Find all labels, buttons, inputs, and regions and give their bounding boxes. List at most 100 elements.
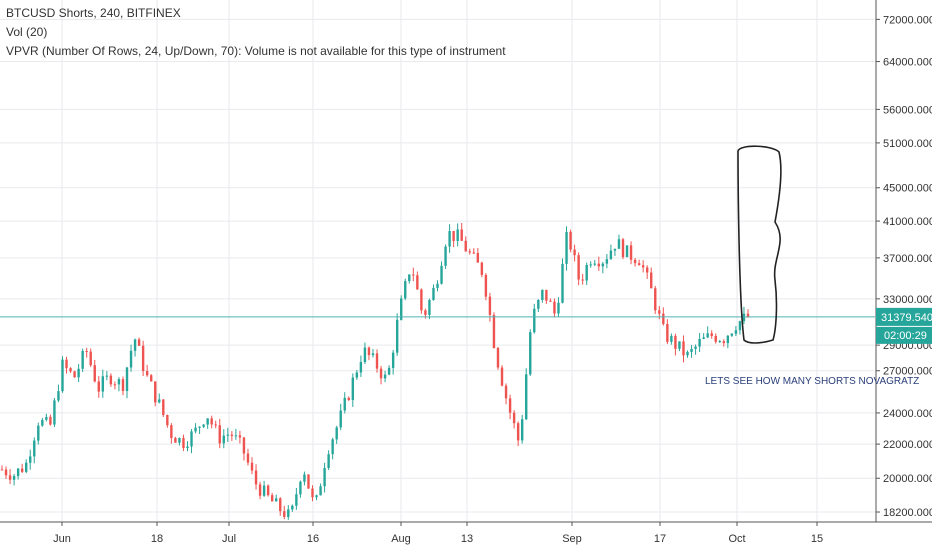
candle-body xyxy=(117,379,121,385)
candle-body xyxy=(355,372,359,378)
text-annotation[interactable]: LETS SEE HOW MANY SHORTS NOVAGRATZ xyxy=(705,376,919,387)
candle-body xyxy=(436,283,439,288)
x-tick-label: 13 xyxy=(461,533,473,545)
candle-body xyxy=(734,330,738,334)
candle-body xyxy=(593,263,596,265)
candle-body xyxy=(508,398,512,413)
candle-body xyxy=(53,400,56,425)
hand-drawn-bracket[interactable] xyxy=(737,145,782,344)
candle-body xyxy=(202,424,205,427)
candle-body xyxy=(432,287,435,301)
candle-body xyxy=(553,301,556,314)
candle-body xyxy=(81,350,84,369)
x-tick-label: 15 xyxy=(811,533,823,545)
candle-body xyxy=(383,374,387,379)
candle-body xyxy=(533,308,536,333)
candle-body xyxy=(666,323,669,342)
candle-body xyxy=(621,239,625,258)
candle-body xyxy=(29,456,32,463)
candle-body xyxy=(379,368,383,379)
candle-body xyxy=(408,274,411,282)
candle-body xyxy=(456,229,459,241)
price-axis[interactable]: 72000.0000 64000.0000 56000.0000 51000.0000… xyxy=(875,0,932,522)
candle-body xyxy=(746,313,750,317)
candle-body xyxy=(295,494,298,506)
x-tick-label: 18 xyxy=(151,533,163,545)
candle-body xyxy=(145,371,149,376)
y-tick-label: 64000.0000 xyxy=(883,57,932,69)
candle-body xyxy=(573,249,576,256)
candle-body xyxy=(561,263,564,303)
candle-body xyxy=(480,262,484,275)
candle-body xyxy=(339,410,342,428)
candle-body xyxy=(569,231,572,250)
candle-body xyxy=(141,345,145,372)
candle-body xyxy=(4,469,8,476)
candle-body xyxy=(279,498,282,512)
x-tick-label: 16 xyxy=(307,533,319,545)
candle-body xyxy=(682,341,685,356)
candle-body xyxy=(359,362,363,373)
candle-body xyxy=(609,250,613,260)
candle-body xyxy=(516,423,520,441)
countdown-tag-bg xyxy=(876,326,932,344)
candle-body xyxy=(678,341,681,349)
candle-body xyxy=(698,338,701,347)
candle-body xyxy=(520,419,524,441)
candle-body xyxy=(670,335,673,342)
candle-body xyxy=(0,469,4,471)
candle-body xyxy=(182,438,185,449)
candle-body xyxy=(504,385,508,399)
candle-body xyxy=(303,474,306,482)
candle-body xyxy=(629,245,633,260)
volume-legend[interactable]: Vol (20) xyxy=(6,25,48,39)
candle-body xyxy=(158,399,161,403)
candle-body xyxy=(8,475,12,480)
y-tick-label: 51000.0000 xyxy=(883,138,932,150)
candle-body xyxy=(20,468,24,472)
candle-body xyxy=(416,275,419,290)
candle-body xyxy=(162,399,165,415)
candle-body xyxy=(315,495,318,498)
candle-body xyxy=(395,319,399,353)
candle-body xyxy=(258,484,262,496)
candle-body xyxy=(226,434,230,436)
candle-body xyxy=(194,427,197,432)
candle-body xyxy=(230,434,234,436)
symbol-legend[interactable]: BTCUSD Shorts, 240, BITFINEX xyxy=(6,6,181,20)
candle-body xyxy=(319,486,322,496)
candle-body xyxy=(73,371,76,378)
candle-body xyxy=(65,359,68,369)
candle-body xyxy=(654,288,657,311)
candle-body xyxy=(658,310,661,314)
candle-body xyxy=(601,263,605,267)
candle-body xyxy=(645,267,649,273)
candle-body xyxy=(706,333,709,338)
y-tick-label: 33000.0000 xyxy=(883,294,932,306)
candle-body xyxy=(335,427,338,440)
candle-body xyxy=(206,418,209,425)
candle-body xyxy=(85,350,88,352)
x-tick-label: Oct xyxy=(728,533,745,545)
candle-body xyxy=(557,302,560,314)
time-axis[interactable]: Jun 18 Jul 16 Aug 13 Sep 17 Oct 15 xyxy=(0,521,932,545)
candle-body xyxy=(198,426,201,428)
candle-body xyxy=(686,351,689,356)
candle-body xyxy=(476,253,480,263)
candle-body xyxy=(585,264,588,281)
candle-body xyxy=(49,416,52,425)
candle-body xyxy=(589,264,592,266)
candle-body xyxy=(125,367,129,392)
x-tick-label: 17 xyxy=(654,533,666,545)
candle-body xyxy=(512,412,516,424)
last-price-tag-text: 31379.5405 xyxy=(881,312,932,324)
candle-body xyxy=(37,425,40,441)
candle-body xyxy=(412,274,415,276)
vpvr-legend[interactable]: VPVR (Number Of Rows, 24, Up/Down, 70): … xyxy=(6,44,506,58)
candle-body xyxy=(133,339,137,351)
candle-body xyxy=(581,279,584,281)
candle-body xyxy=(714,335,717,342)
candle-body xyxy=(637,263,641,266)
